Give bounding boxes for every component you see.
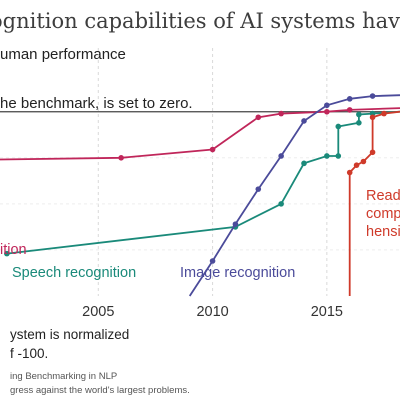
series-line-image — [188, 94, 400, 297]
x-tick-2015: 2015 — [311, 304, 343, 320]
data-point-image — [324, 102, 330, 109]
data-point-image — [255, 186, 262, 192]
gridlines — [0, 48, 400, 296]
data-point-reading — [369, 149, 376, 156]
series-label-handwriting: ition — [0, 242, 27, 258]
series-label-reading: comp — [366, 206, 400, 222]
data-point-handwriting — [209, 146, 216, 153]
data-point-image — [301, 118, 307, 124]
data-point-reading — [346, 169, 353, 176]
data-point-speech — [324, 153, 330, 159]
data-point-reading — [369, 114, 376, 121]
data-point-speech — [335, 123, 342, 130]
series-layer — [0, 93, 400, 297]
data-point-reading — [360, 158, 367, 165]
data-point-handwriting — [118, 155, 124, 161]
data-point-handwriting — [346, 107, 353, 113]
human-performance-note: uman performance — [0, 46, 126, 63]
data-point-image — [346, 96, 353, 102]
series-line-speech — [6, 110, 400, 255]
footnote-line-1: ystem is normalized — [10, 327, 129, 342]
series-label-speech: Speech recognition — [12, 265, 136, 281]
data-point-speech — [301, 160, 307, 167]
data-point-speech — [356, 119, 362, 126]
data-point-reading — [353, 162, 360, 168]
chart-title: ognition capabilities of AI systems have… — [0, 9, 400, 33]
x-tick-2005: 2005 — [82, 304, 114, 320]
x-axis-ticks: 2005 2010 2015 — [82, 304, 343, 320]
data-point-handwriting — [278, 110, 284, 117]
data-point-handwriting — [255, 114, 262, 121]
series-label-reading: Readi — [366, 188, 400, 204]
series-label-reading: hensi — [366, 224, 400, 240]
data-point-speech — [278, 201, 284, 207]
x-tick-2010: 2010 — [196, 304, 228, 320]
data-point-image — [369, 93, 376, 99]
data-point-image — [209, 258, 216, 264]
source-line-2: gress against the world's largest proble… — [10, 385, 190, 396]
source-line-1: ing Benchmarking in NLP — [10, 371, 117, 382]
data-point-speech — [356, 111, 362, 118]
zero-baseline-note: he benchmark, is set to zero. — [0, 95, 193, 112]
data-point-speech — [335, 153, 342, 159]
data-point-image — [232, 221, 239, 227]
series-label-image: Image recognition — [180, 265, 295, 281]
footnote-line-2: f -100. — [10, 346, 48, 361]
series-line-handwriting — [0, 107, 400, 161]
data-point-handwriting — [324, 108, 330, 115]
series-labels: ition Speech recognition Image recognition… — [0, 188, 400, 281]
data-point-image — [278, 153, 284, 159]
data-point-reading — [381, 110, 387, 117]
data-point-speech — [4, 250, 10, 257]
